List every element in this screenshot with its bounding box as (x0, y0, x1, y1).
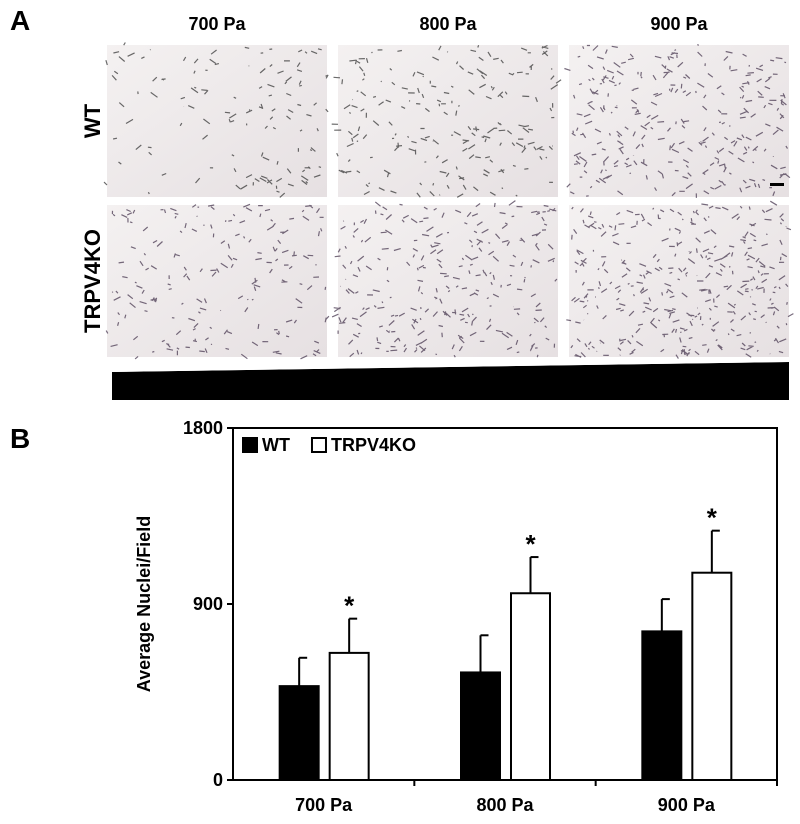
bar (510, 592, 551, 781)
column-label: 800 Pa (419, 14, 477, 34)
bar (691, 571, 733, 782)
x-tick-label: 700 Pa (295, 795, 353, 815)
gradient-wedge (112, 362, 789, 400)
gradient-wedge-mask (112, 362, 789, 372)
legend-label: TRPV4KO (331, 435, 416, 455)
significance-marker: * (525, 529, 536, 559)
y-axis-label: Average Nuclei/Field (134, 516, 154, 692)
bar (278, 685, 320, 782)
micrograph (107, 45, 327, 197)
tissue-texture (566, 200, 794, 359)
panel-label: B (10, 423, 30, 454)
column-label: 700 Pa (188, 14, 246, 34)
y-tick-label: 900 (193, 594, 223, 614)
tissue-texture (105, 203, 330, 360)
micrograph (107, 205, 327, 357)
tissue-texture (564, 44, 791, 198)
tissue-texture (103, 42, 329, 198)
x-tick-label: 800 Pa (476, 795, 534, 815)
tissue-texture (331, 200, 558, 358)
legend-label: WT (262, 435, 290, 455)
significance-marker: * (707, 503, 718, 533)
bar (328, 651, 370, 782)
micrograph (338, 205, 558, 357)
x-tick-label: 900 Pa (658, 795, 716, 815)
micrograph (338, 45, 558, 197)
significance-marker: * (344, 591, 355, 621)
panel-label: A (10, 5, 30, 36)
row-label: WT (80, 103, 105, 138)
y-tick-label: 0 (213, 770, 223, 790)
row-label: TRPV4KO (80, 229, 105, 333)
column-label: 900 Pa (650, 14, 708, 34)
chart: 0 900 1800 Average Nuclei/Field 700 Pa * 800 P… (134, 418, 778, 815)
micrographs (103, 42, 794, 360)
micrograph (569, 205, 789, 357)
scale-bar (770, 183, 784, 186)
bar (460, 671, 501, 782)
micrograph (569, 45, 789, 197)
y-tick-label: 1800 (183, 418, 223, 438)
legend-swatch (242, 437, 258, 453)
bar (641, 630, 683, 782)
tissue-texture (331, 44, 562, 198)
legend-swatch (310, 437, 327, 453)
